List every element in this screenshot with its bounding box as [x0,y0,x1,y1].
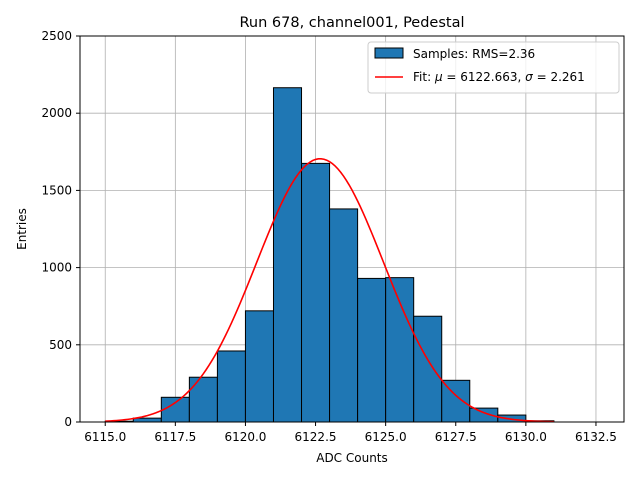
histogram-bar-3 [188,376,218,423]
histogram-bar-11 [413,315,443,423]
y-axis-label: Entries [15,208,29,250]
x-tick-label-2: 6120.0 [224,430,266,444]
x-tick-label-4: 6125.0 [365,430,407,444]
histogram-bar-12 [441,379,471,423]
x-tick-label-7: 6132.5 [575,430,617,444]
histogram-bar-8 [329,208,359,423]
legend-fit-prefix: Fit: [413,70,435,84]
x-axis-ticks: 6115.0 6117.5 6120.0 6122.5 6125.0 6127.5 6130… [84,422,617,444]
histogram-bar-6 [272,87,303,423]
legend-fit-sigma-symbol: σ [525,70,533,84]
x-axis-label: ADC Counts [316,451,388,465]
histogram-bar-7 [301,162,331,423]
y-tick-label-4: 2000 [41,106,72,120]
legend-fit-sigma-value: = 2.261 [533,70,585,84]
y-tick-label-3: 1500 [41,183,72,197]
legend-box [367,41,620,94]
legend: Samples: RMS=2.36 Fit: μ = 6122.663, σ =… [367,41,620,94]
y-tick-label-1: 500 [49,338,72,352]
x-tick-label-6: 6130.0 [505,430,547,444]
x-tick-label-5: 6127.5 [435,430,477,444]
legend-swatch-samples [374,47,404,59]
histogram-bar-2 [160,396,190,423]
chart-title: Run 678, channel001, Pedestal [239,15,464,31]
x-tick-label-0: 6115.0 [84,430,126,444]
legend-label-fit: Fit: μ = 6122.663, σ = 2.261 [413,70,585,84]
y-tick-label-0: 0 [64,415,72,429]
y-axis-ticks: 0 500 1000 1500 2000 2500 [41,29,80,429]
legend-fit-mu-value: = 6122.663, [443,70,526,84]
histogram-bar-9 [357,277,387,423]
histogram-bar-4 [216,350,246,423]
x-tick-label-3: 6122.5 [295,430,337,444]
histogram-bar-1 [132,417,162,423]
y-tick-label-5: 2500 [41,29,72,43]
histogram-bar-10 [385,277,415,423]
histogram-bar-5 [244,310,274,423]
legend-fit-mu-symbol: μ [434,70,443,84]
legend-label-samples: Samples: RMS=2.36 [413,47,535,61]
fit-curve [105,157,554,423]
y-tick-label-2: 1000 [41,261,72,275]
plot-frame [79,35,625,423]
x-tick-label-1: 6117.5 [154,430,196,444]
